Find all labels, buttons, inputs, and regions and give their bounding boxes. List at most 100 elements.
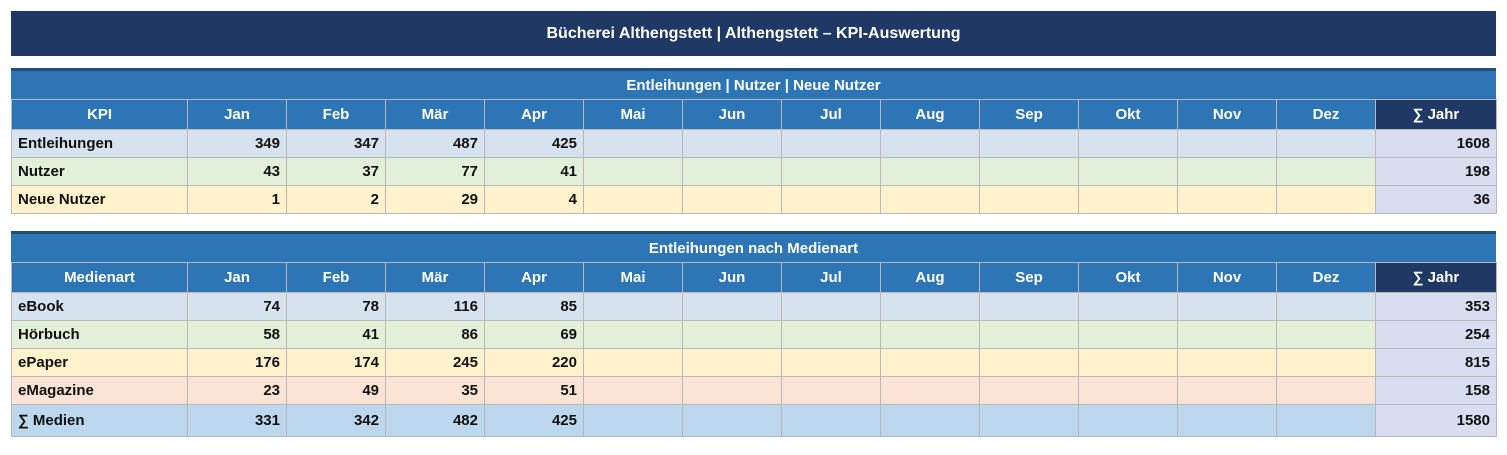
month-cell[interactable] bbox=[1276, 292, 1376, 321]
month-cell[interactable] bbox=[979, 404, 1079, 437]
month-cell[interactable]: 23 bbox=[187, 376, 287, 405]
month-cell[interactable] bbox=[583, 404, 683, 437]
month-cell[interactable] bbox=[880, 185, 980, 214]
month-cell[interactable]: 77 bbox=[385, 157, 485, 186]
month-cell[interactable]: 49 bbox=[286, 376, 386, 405]
month-cell[interactable]: 349 bbox=[187, 129, 287, 158]
month-cell[interactable] bbox=[781, 292, 881, 321]
month-cell[interactable] bbox=[682, 320, 782, 349]
month-cell[interactable] bbox=[1078, 376, 1178, 405]
month-cell[interactable] bbox=[1177, 157, 1277, 186]
month-cell[interactable] bbox=[979, 157, 1079, 186]
month-cell[interactable] bbox=[1177, 292, 1277, 321]
year-total-cell[interactable]: 254 bbox=[1375, 320, 1497, 349]
month-cell[interactable] bbox=[1078, 348, 1178, 377]
month-cell[interactable]: 58 bbox=[187, 320, 287, 349]
month-cell[interactable] bbox=[1078, 157, 1178, 186]
month-cell[interactable]: 35 bbox=[385, 376, 485, 405]
month-cell[interactable] bbox=[682, 157, 782, 186]
month-cell[interactable] bbox=[880, 320, 980, 349]
row-label[interactable]: Hörbuch bbox=[11, 320, 188, 349]
month-cell[interactable] bbox=[682, 348, 782, 377]
month-cell[interactable]: 482 bbox=[385, 404, 485, 437]
month-cell[interactable] bbox=[1078, 320, 1178, 349]
row-label[interactable]: ePaper bbox=[11, 348, 188, 377]
year-total-cell[interactable]: 1580 bbox=[1375, 404, 1497, 437]
month-cell[interactable] bbox=[979, 320, 1079, 349]
month-cell[interactable]: 347 bbox=[286, 129, 386, 158]
month-cell[interactable] bbox=[979, 185, 1079, 214]
month-cell[interactable] bbox=[682, 185, 782, 214]
month-cell[interactable]: 85 bbox=[484, 292, 584, 321]
month-cell[interactable] bbox=[781, 129, 881, 158]
month-cell[interactable] bbox=[880, 376, 980, 405]
month-cell[interactable] bbox=[979, 348, 1079, 377]
month-cell[interactable]: 487 bbox=[385, 129, 485, 158]
month-cell[interactable] bbox=[781, 348, 881, 377]
month-cell[interactable]: 37 bbox=[286, 157, 386, 186]
month-cell[interactable]: 51 bbox=[484, 376, 584, 405]
month-cell[interactable] bbox=[583, 292, 683, 321]
month-cell[interactable]: 1 bbox=[187, 185, 287, 214]
row-label[interactable]: eBook bbox=[11, 292, 188, 321]
month-cell[interactable]: 86 bbox=[385, 320, 485, 349]
month-cell[interactable] bbox=[1177, 376, 1277, 405]
month-cell[interactable] bbox=[880, 157, 980, 186]
month-cell[interactable]: 245 bbox=[385, 348, 485, 377]
month-cell[interactable] bbox=[1276, 185, 1376, 214]
month-cell[interactable]: 2 bbox=[286, 185, 386, 214]
year-total-cell[interactable]: 198 bbox=[1375, 157, 1497, 186]
month-cell[interactable] bbox=[1276, 348, 1376, 377]
month-cell[interactable] bbox=[880, 404, 980, 437]
month-cell[interactable] bbox=[1276, 404, 1376, 437]
month-cell[interactable]: 425 bbox=[484, 404, 584, 437]
month-cell[interactable] bbox=[583, 320, 683, 349]
month-cell[interactable]: 78 bbox=[286, 292, 386, 321]
month-cell[interactable]: 4 bbox=[484, 185, 584, 214]
month-cell[interactable] bbox=[1177, 129, 1277, 158]
row-label[interactable]: Neue Nutzer bbox=[11, 185, 188, 214]
month-cell[interactable]: 29 bbox=[385, 185, 485, 214]
row-label[interactable]: Entleihungen bbox=[11, 129, 188, 158]
month-cell[interactable] bbox=[1276, 320, 1376, 349]
month-cell[interactable] bbox=[781, 320, 881, 349]
month-cell[interactable]: 43 bbox=[187, 157, 287, 186]
month-cell[interactable] bbox=[682, 404, 782, 437]
year-total-cell[interactable]: 353 bbox=[1375, 292, 1497, 321]
month-cell[interactable]: 74 bbox=[187, 292, 287, 321]
month-cell[interactable] bbox=[583, 157, 683, 186]
month-cell[interactable]: 220 bbox=[484, 348, 584, 377]
month-cell[interactable] bbox=[1177, 185, 1277, 214]
month-cell[interactable]: 41 bbox=[286, 320, 386, 349]
month-cell[interactable] bbox=[1276, 376, 1376, 405]
month-cell[interactable] bbox=[880, 129, 980, 158]
row-label[interactable]: Nutzer bbox=[11, 157, 188, 186]
month-cell[interactable] bbox=[682, 376, 782, 405]
month-cell[interactable] bbox=[880, 348, 980, 377]
month-cell[interactable]: 425 bbox=[484, 129, 584, 158]
month-cell[interactable] bbox=[583, 129, 683, 158]
year-total-cell[interactable]: 1608 bbox=[1375, 129, 1497, 158]
month-cell[interactable] bbox=[781, 185, 881, 214]
month-cell[interactable]: 331 bbox=[187, 404, 287, 437]
month-cell[interactable] bbox=[880, 292, 980, 321]
month-cell[interactable] bbox=[1078, 129, 1178, 158]
month-cell[interactable] bbox=[1078, 404, 1178, 437]
year-total-cell[interactable]: 158 bbox=[1375, 376, 1497, 405]
month-cell[interactable] bbox=[682, 292, 782, 321]
row-label[interactable]: ∑ Medien bbox=[11, 404, 188, 437]
year-total-cell[interactable]: 815 bbox=[1375, 348, 1497, 377]
month-cell[interactable] bbox=[781, 376, 881, 405]
month-cell[interactable]: 176 bbox=[187, 348, 287, 377]
month-cell[interactable] bbox=[682, 129, 782, 158]
month-cell[interactable] bbox=[1078, 292, 1178, 321]
month-cell[interactable] bbox=[979, 292, 1079, 321]
month-cell[interactable] bbox=[1276, 129, 1376, 158]
month-cell[interactable] bbox=[583, 185, 683, 214]
row-label[interactable]: eMagazine bbox=[11, 376, 188, 405]
month-cell[interactable]: 41 bbox=[484, 157, 584, 186]
month-cell[interactable] bbox=[1177, 348, 1277, 377]
month-cell[interactable] bbox=[1177, 320, 1277, 349]
month-cell[interactable] bbox=[1177, 404, 1277, 437]
month-cell[interactable] bbox=[979, 129, 1079, 158]
